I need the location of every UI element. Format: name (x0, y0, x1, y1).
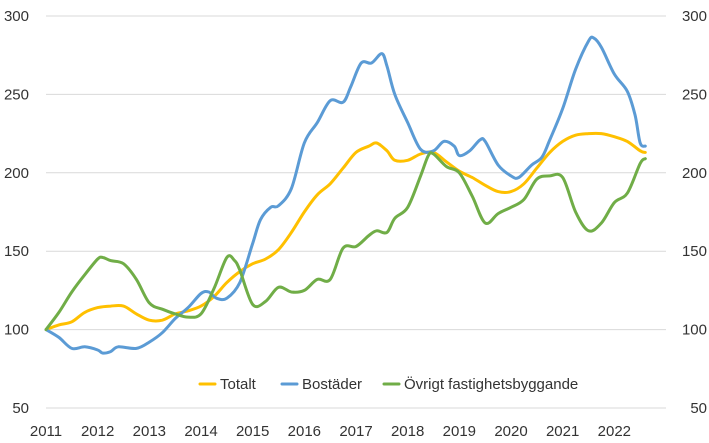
x-tick-label: 2017 (339, 423, 372, 440)
y-tick-label-left: 300 (4, 8, 29, 25)
x-tick-label: 2015 (236, 423, 269, 440)
y-tick-label-right: 200 (682, 165, 707, 182)
legend: Totalt Bostäder Övrigt fastighetsbyggande (198, 375, 578, 393)
series-line-1 (44, 131, 647, 332)
y-tick-label-right: 100 (682, 322, 707, 339)
x-axis: 2011 2012 2013 2014 2015 2016 2017 2018 2019 2020… (30, 423, 631, 440)
x-tick-label: 2020 (494, 423, 527, 440)
y-tick-label-left: 200 (4, 165, 29, 182)
legend-label-3: Övrigt fastighetsbyggande (404, 375, 578, 393)
y-tick-label-right: 50 (690, 400, 707, 417)
x-tick-label: 2011 (30, 423, 62, 440)
x-tick-label: 2018 (391, 423, 424, 440)
y-tick-label-right: 150 (682, 243, 707, 260)
series-line-3 (44, 151, 647, 332)
y-tick-label-left: 100 (4, 322, 29, 339)
x-tick-label: 2019 (443, 423, 476, 440)
x-tick-label: 2022 (598, 423, 631, 440)
series-group (44, 35, 647, 355)
y-axis-right: 50 100 150 200 250 300 (682, 8, 707, 417)
legend-label-2: Bostäder (302, 376, 362, 393)
y-tick-label-right: 300 (682, 8, 707, 25)
legend-label-1: Totalt (220, 376, 257, 393)
series-line-2 (44, 35, 647, 355)
y-axis-left: 50 100 150 200 250 300 (4, 8, 29, 417)
gridlines (46, 15, 666, 409)
x-tick-label: 2016 (288, 423, 321, 440)
y-tick-label-left: 150 (4, 243, 29, 260)
x-tick-label: 2013 (133, 423, 166, 440)
y-tick-label-right: 250 (682, 86, 707, 103)
x-tick-label: 2021 (546, 423, 579, 440)
x-tick-label: 2014 (184, 423, 217, 440)
y-tick-label-left: 50 (12, 400, 29, 417)
y-tick-label-left: 250 (4, 86, 29, 103)
x-tick-label: 2012 (81, 423, 114, 440)
